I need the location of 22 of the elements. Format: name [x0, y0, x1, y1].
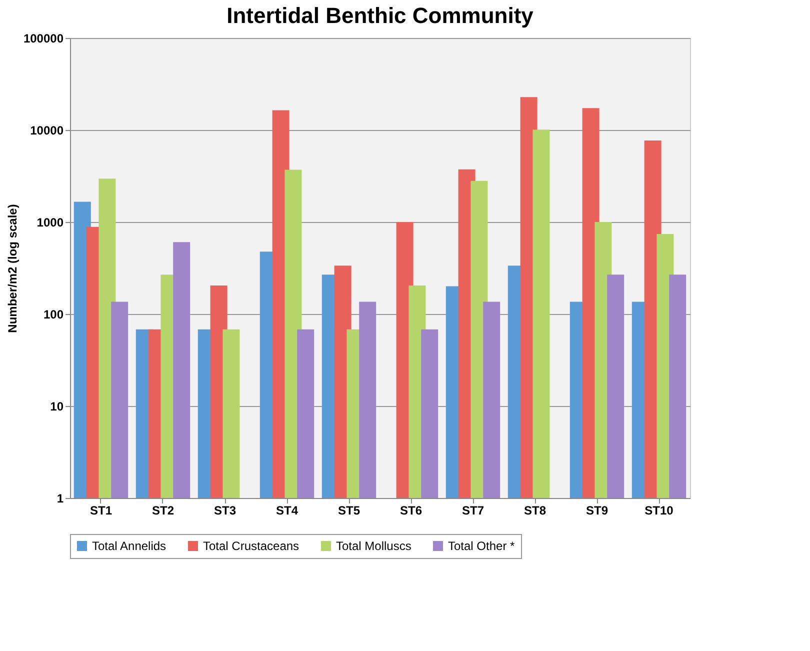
- x-tick-label: ST6: [400, 504, 422, 518]
- x-tick-label: ST7: [462, 504, 484, 518]
- legend-label: Total Molluscs: [336, 539, 412, 553]
- y-tick-label: 1: [56, 492, 64, 506]
- x-tick-label: ST2: [152, 504, 174, 518]
- y-tick-label: 100: [43, 308, 64, 322]
- x-tick-label: ST4: [276, 504, 298, 518]
- y-axis-title: Number/m2 (log scale): [5, 204, 20, 333]
- legend-label: Total Other *: [448, 539, 516, 553]
- y-tick-label: 1000: [36, 216, 64, 230]
- x-tick-label: ST8: [524, 504, 546, 518]
- x-tick-label: ST1: [90, 504, 112, 518]
- x-tick-label: ST5: [338, 504, 360, 518]
- x-tick-label: ST9: [586, 504, 608, 518]
- y-tick-label: 100000: [23, 32, 64, 46]
- legend-label: Total Crustaceans: [203, 539, 300, 553]
- x-tick-label: ST10: [644, 504, 674, 518]
- x-tick-label: ST3: [214, 504, 236, 518]
- y-tick-label: 10000: [30, 124, 64, 138]
- y-tick-label: 10: [50, 400, 64, 414]
- chart-title: Intertidal Benthic Community: [226, 3, 534, 28]
- legend-label: Total Annelids: [92, 539, 166, 553]
